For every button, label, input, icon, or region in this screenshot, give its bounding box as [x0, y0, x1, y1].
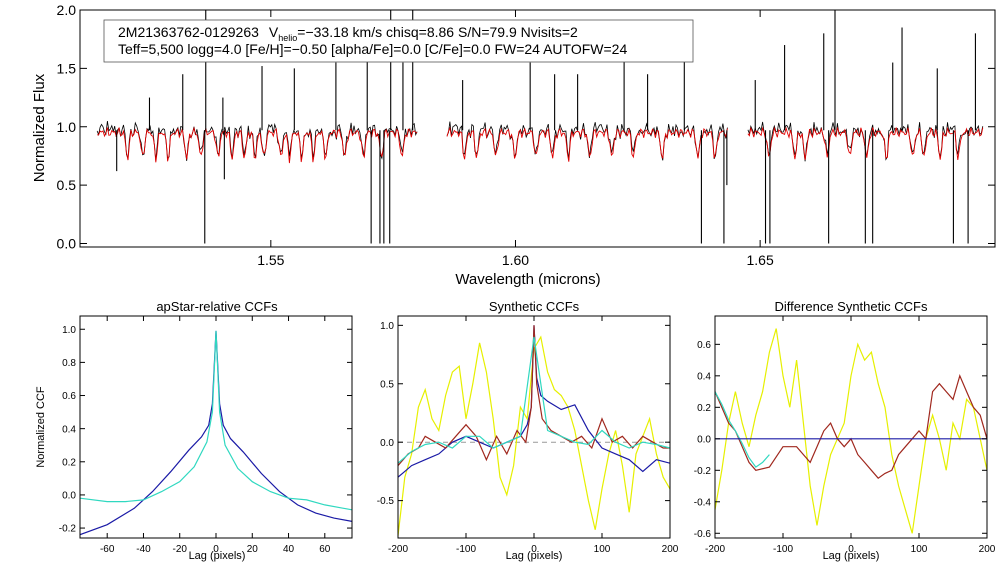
difference-ccf-ytick-label: -0.4 [694, 497, 712, 508]
spectrum-observed-segment [96, 121, 418, 161]
difference-ccf-xtick-label: 200 [979, 544, 996, 555]
synthetic-ccf-ytick-label: 0.0 [380, 438, 394, 449]
difference-ccf-ytick-label: 0.0 [697, 434, 711, 445]
apstar-ccf-xlabel: Lag (pixels) [189, 550, 246, 562]
spectrum-info-line2: Teff=5,500 logg=4.0 [Fe/H]=−0.50 [alpha/… [118, 41, 627, 57]
apstar-ccf-ytick-label: 0.6 [62, 391, 76, 402]
difference-ccf-plot-area [715, 328, 987, 534]
synthetic-ccf-xtick-label: 200 [662, 544, 679, 555]
synthetic-ccf-xtick-label: 100 [594, 544, 611, 555]
synthetic-ccf-ytick-label: 0.5 [380, 379, 394, 390]
spectrum-ticks: 1.55 1.60 1.65 0.0 0.5 1.0 1.5 2.0 [57, 2, 995, 268]
spectrum-xtick-label: 1.55 [257, 252, 284, 268]
spectrum-xtick-label: 1.65 [747, 252, 774, 268]
apstar-ccf-panel: apStar-relative CCFs -60 -40 -20 0 20 40 60 -0.… [35, 299, 353, 562]
difference-ccf-xtick-label: -200 [705, 544, 725, 555]
vhelio-stats: =−33.18 km/s chisq=8.86 S/N=79.9 Nvisits… [297, 24, 578, 40]
synthetic-ccf-title: Synthetic CCFs [489, 299, 580, 314]
synthetic-ccf-series-yellow [398, 335, 670, 536]
apstar-ccf-xtick-label: -20 [173, 544, 188, 555]
synthetic-ccf-series-brown [398, 325, 670, 466]
spectrum-info-line1: 2M21363762-0129263 Vhelio=−33.18 km/s chi… [118, 24, 578, 43]
star-id: 2M21363762-0129263 [118, 24, 259, 40]
spectrum-ytick-label: 0.5 [57, 177, 77, 193]
difference-ccf-series-cyan [715, 391, 770, 468]
apstar-ccf-xtick-label: 20 [247, 544, 259, 555]
apstar-ccf-series-ccf1 [80, 330, 352, 536]
spectrum-panel: 1.55 1.60 1.65 0.0 0.5 1.0 1.5 2.0 Wavelength (… [31, 2, 996, 288]
spectrum-ytick-label: 1.5 [57, 60, 77, 76]
spectrum-ytick-label: 0.0 [57, 236, 77, 252]
synthetic-ccf-xtick-label: -100 [456, 544, 476, 555]
apstar-ccf-ticks: -60 -40 -20 0 20 40 60 -0.2 0.0 0.2 0.4 0.6 0.8 1.0 [59, 316, 352, 555]
difference-ccf-axes-frame [714, 315, 988, 539]
apstar-ccf-ytick-label: -0.2 [59, 524, 77, 535]
difference-ccf-series-brown [715, 374, 987, 480]
apstar-ccf-xtick-label: 40 [283, 544, 295, 555]
synthetic-ccf-ytick-label: -0.5 [377, 496, 395, 507]
difference-ccf-ytick-label: -0.6 [694, 529, 712, 540]
vhelio-subscript: helio [278, 33, 297, 43]
difference-ccf-title: Difference Synthetic CCFs [775, 299, 928, 314]
spectrum-ytick-label: 2.0 [57, 2, 77, 18]
difference-ccf-ytick-label: 0.6 [697, 340, 711, 351]
spectrum-info-box [103, 19, 694, 63]
synthetic-ccf-ticks: -200 -100 0 100 200 -0.5 0.0 0.5 1.0 [377, 316, 679, 555]
apstar-ccf-ytick-label: 0.4 [62, 424, 76, 435]
apstar-ccf-xtick-label: 0 [213, 544, 219, 555]
spectrum-model-segment [446, 126, 728, 162]
difference-ccf-xlabel: Lag (pixels) [823, 550, 880, 562]
apstar-ccf-ytick-label: 0.0 [62, 491, 76, 502]
synthetic-ccf-xtick-label: 0 [531, 544, 537, 555]
apstar-ccf-xtick-label: 60 [319, 544, 331, 555]
difference-ccf-ticks: -200 -100 0 100 200 -0.6 -0.4 -0.2 0.0 0.2 0.4 0.6 [694, 316, 996, 555]
synthetic-ccf-ytick-label: 1.0 [380, 321, 394, 332]
apstar-ccf-plot-area [80, 330, 352, 536]
vhelio-symbol: V [269, 24, 279, 40]
apstar-ccf-ytick-label: 1.0 [62, 325, 76, 336]
apstar-ccf-xtick-label: -40 [136, 544, 151, 555]
synthetic-ccf-plot-area [398, 325, 670, 536]
synthetic-ccf-series-cyan [398, 336, 670, 464]
difference-ccf-series-yellow [715, 328, 987, 534]
spectrum-plot-area [96, 10, 984, 244]
difference-ccf-ytick-label: 0.2 [697, 403, 711, 414]
apstar-ccf-ylabel: Normalized CCF [35, 386, 47, 468]
difference-ccf-panel: Difference Synthetic CCFs -200 -100 0 100 20… [694, 299, 996, 562]
spectrum-model-segment [97, 126, 418, 164]
spectrum-xtick-label: 1.60 [502, 252, 529, 268]
apstar-ccf-ytick-label: 0.8 [62, 358, 76, 369]
spectrum-ylabel: Normalized Flux [31, 73, 48, 182]
synthetic-ccf-xtick-label: -200 [388, 544, 408, 555]
apstar-ccf-axes-frame [79, 315, 353, 539]
difference-ccf-xtick-label: 100 [911, 544, 928, 555]
difference-ccf-ytick-label: -0.2 [694, 466, 712, 477]
apstar-ccf-ytick-label: 0.2 [62, 457, 76, 468]
spectrum-xlabel: Wavelength (microns) [455, 271, 600, 288]
apstar-ccf-title: apStar-relative CCFs [156, 299, 278, 314]
spectrum-axes-frame [79, 9, 996, 248]
apstar-ccf-xtick-label: -60 [100, 544, 115, 555]
difference-ccf-xtick-label: -100 [773, 544, 793, 555]
synthetic-ccf-panel: Synthetic CCFs -200 -100 0 100 200 -0.5 0.0 0.5… [377, 299, 679, 562]
difference-ccf-xtick-label: 0 [848, 544, 854, 555]
spectrum-ytick-label: 1.0 [57, 119, 77, 135]
synthetic-ccf-xlabel: Lag (pixels) [506, 550, 563, 562]
difference-ccf-ytick-label: 0.4 [697, 371, 711, 382]
apstar-ccf-series-ccf2 [80, 330, 352, 511]
